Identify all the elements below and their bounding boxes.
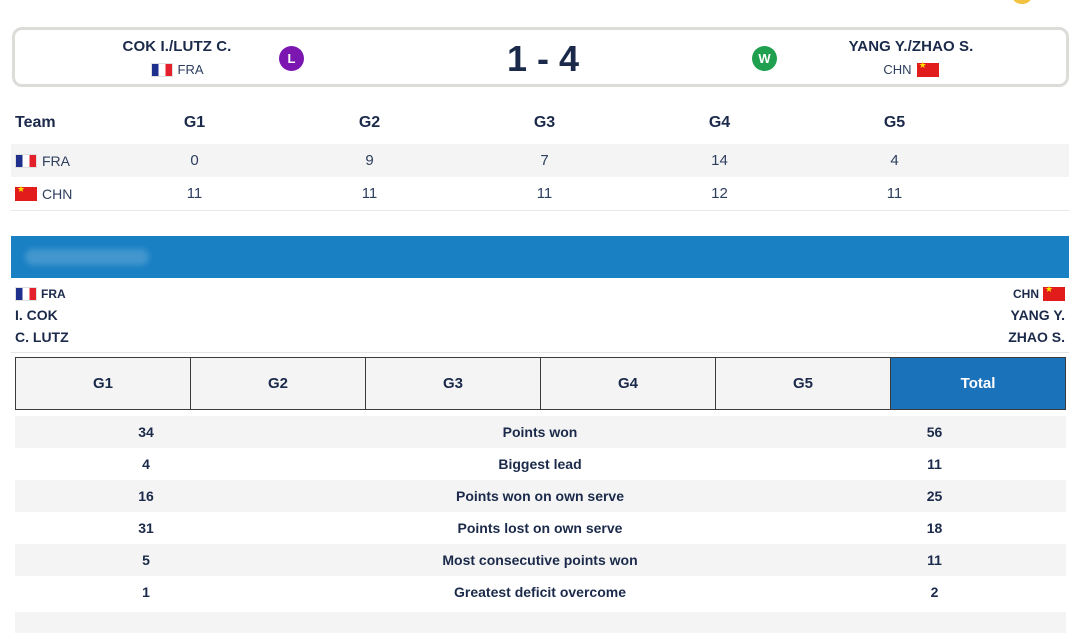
stat-right-value: 25 <box>926 488 943 504</box>
stat-row: 4 Biggest lead 11 <box>15 448 1066 480</box>
stat-right-value: 56 <box>926 424 943 440</box>
stat-label: Biggest lead <box>498 456 582 472</box>
match-scoreboard: COK I./LUTZ C. FRA L 1 - 4 W YANG Y./ZHA… <box>12 27 1069 87</box>
match-score: 1 - 4 <box>506 38 580 79</box>
tab-g3[interactable]: G3 <box>366 358 541 409</box>
tab-total[interactable]: Total <box>891 358 1065 409</box>
tab-g5[interactable]: G5 <box>716 358 891 409</box>
china-flag-icon <box>15 184 37 201</box>
stat-left-value: 4 <box>142 456 150 472</box>
row-team: FRA <box>11 153 107 169</box>
china-flag-icon <box>916 60 939 77</box>
players-right-country: CHN <box>1008 284 1065 302</box>
game-tabs: G1 G2 G3 G4 G5 Total <box>15 357 1066 410</box>
game-score: 14 <box>711 152 728 169</box>
header-g3: G3 <box>533 114 556 131</box>
table-row: CHN 11 11 11 12 11 <box>11 177 1069 210</box>
player-name: I. COK <box>15 307 58 323</box>
game-score: 9 <box>365 152 374 169</box>
stat-row: 5 Most consecutive points won 11 <box>15 544 1066 576</box>
games-table-header: Team G1 G2 G3 G4 G5 <box>11 102 1069 144</box>
divider <box>11 210 1069 211</box>
stat-right-value: 11 <box>927 456 942 472</box>
divider <box>11 352 1069 353</box>
players-left-country: FRA <box>15 286 69 302</box>
china-flag-icon <box>1043 284 1065 301</box>
game-score: 4 <box>890 152 899 169</box>
game-score: 0 <box>190 152 199 169</box>
player-name: ZHAO S. <box>1008 329 1065 345</box>
player-name: YANG Y. <box>1010 307 1065 323</box>
stat-label: Most consecutive points won <box>442 552 638 568</box>
tab-g2[interactable]: G2 <box>191 358 366 409</box>
stat-row: 1 Greatest deficit overcome 2 <box>15 576 1066 608</box>
game-score: 11 <box>886 185 903 202</box>
header-g1: G1 <box>183 114 206 131</box>
table-row: FRA 0 9 7 14 4 <box>11 144 1069 177</box>
players-right-country-code: CHN <box>1013 287 1039 301</box>
team-left-name: COK I./LUTZ C. <box>122 38 232 55</box>
blurred-banner-text <box>25 249 149 265</box>
tab-g4[interactable]: G4 <box>541 358 716 409</box>
header-g2: G2 <box>358 114 381 131</box>
players-left-country-code: FRA <box>41 287 66 301</box>
games-table: Team G1 G2 G3 G4 G5 FRA 0 9 7 14 4 CHN 1… <box>11 102 1069 211</box>
team-left: COK I./LUTZ C. FRA <box>119 38 235 77</box>
stat-left-value: 1 <box>142 584 150 600</box>
stat-right-value: 18 <box>926 520 943 536</box>
team-right-country-code: CHN <box>883 62 912 77</box>
row-country: CHN <box>42 185 73 202</box>
header-team: Team <box>15 114 56 131</box>
france-flag-icon <box>15 153 37 168</box>
row-country: FRA <box>42 152 70 169</box>
header-g5: G5 <box>883 114 906 131</box>
stat-left-value: 31 <box>138 520 154 536</box>
stat-left-value: 5 <box>142 552 150 568</box>
france-flag-icon <box>150 62 173 77</box>
game-score: 11 <box>536 185 553 202</box>
stats-table: 34 Points won 56 4 Biggest lead 11 16 Po… <box>15 416 1066 608</box>
stat-row: 31 Points lost on own serve 18 <box>15 512 1066 544</box>
stats-footer <box>15 612 1066 633</box>
stat-left-value: 34 <box>138 424 154 440</box>
stat-label: Greatest deficit overcome <box>454 584 626 600</box>
header-g4: G4 <box>708 114 731 131</box>
stat-row: 16 Points won on own serve 25 <box>15 480 1066 512</box>
game-score: 11 <box>361 185 378 202</box>
team-left-country-code: FRA <box>177 62 204 77</box>
game-score: 12 <box>711 185 728 202</box>
game-score: 11 <box>186 185 203 202</box>
stat-label: Points won on own serve <box>455 488 625 504</box>
stat-right-value: 11 <box>927 552 942 568</box>
stat-right-value: 2 <box>930 584 939 600</box>
france-flag-icon <box>15 287 37 301</box>
section-banner <box>11 236 1069 278</box>
team-right: YANG Y./ZHAO S. CHN <box>843 38 979 77</box>
win-badge: W <box>752 46 777 71</box>
team-right-name: YANG Y./ZHAO S. <box>848 38 974 55</box>
players-left: FRA I. COK C. LUTZ <box>15 286 69 346</box>
tab-g1[interactable]: G1 <box>16 358 191 409</box>
stat-row: 34 Points won 56 <box>15 416 1066 448</box>
players-right: CHN YANG Y. ZHAO S. <box>1008 284 1065 346</box>
team-right-country: CHN <box>843 60 979 77</box>
player-name: C. LUTZ <box>15 329 69 345</box>
team-left-country: FRA <box>119 62 235 77</box>
stat-label: Points lost on own serve <box>457 520 623 536</box>
decorative-dot <box>1013 0 1031 4</box>
game-score: 7 <box>540 152 549 169</box>
loss-badge: L <box>279 46 304 71</box>
stat-label: Points won <box>502 424 578 440</box>
row-team: CHN <box>11 184 107 202</box>
stat-left-value: 16 <box>138 488 154 504</box>
